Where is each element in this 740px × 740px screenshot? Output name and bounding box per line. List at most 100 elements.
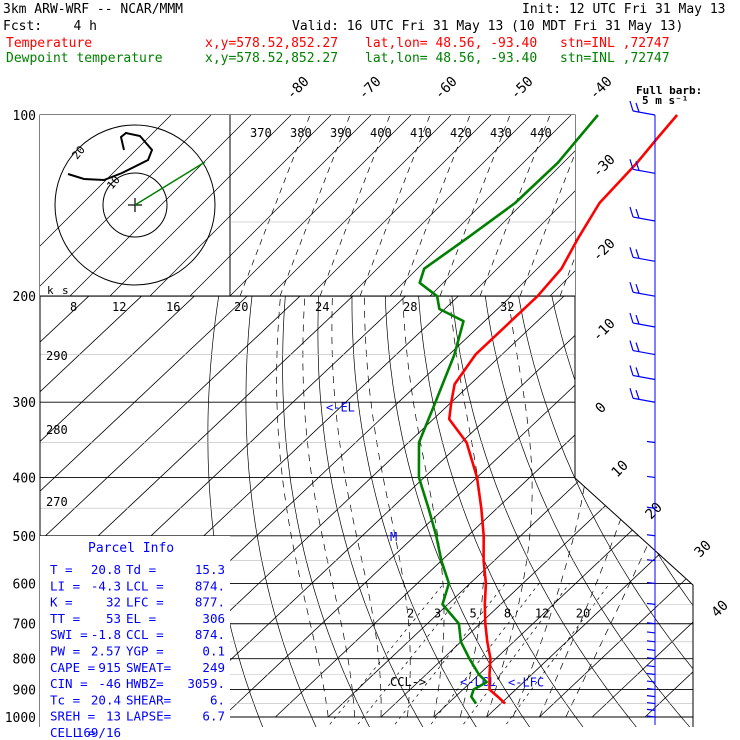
wind-barb-flag	[629, 159, 634, 170]
parcel-value: 874.	[195, 627, 225, 642]
parcel-label: Td =	[126, 562, 156, 577]
mixing-ratio-line	[325, 583, 445, 727]
inset-mixing-label: 8	[70, 300, 77, 314]
wind-barb	[646, 602, 656, 605]
moist-adiabat-line	[302, 296, 355, 718]
dry-adiabat-line	[726, 115, 740, 730]
inset-skew-line	[429, 150, 575, 296]
location-station-temp: stn=INL ,72747	[560, 36, 670, 51]
dry-adiabat-line	[447, 115, 639, 727]
barb-legend-title: Full barb:	[636, 84, 702, 97]
lcl-marker: <-LCL	[460, 675, 496, 689]
inset-theta-label: 370	[250, 126, 272, 140]
model-title: 3km ARW-WRF -- NCAR/MMM	[3, 2, 184, 17]
inset-theta-label: 430	[490, 126, 512, 140]
mixing-ratio-line	[353, 583, 471, 727]
parcel-value: 6.	[210, 692, 225, 707]
inset-skew-line	[269, 115, 452, 296]
valid-time: Valid: 16 UTC Fri 31 May 13 (10 MDT Fri …	[292, 19, 684, 34]
wind-barb	[646, 715, 656, 718]
mixing-ratio-label: 3	[434, 607, 441, 621]
inset-mixing-label: 16	[166, 300, 180, 314]
mixing-ratio-label: 12	[535, 607, 549, 621]
wind-barb-flag	[635, 284, 640, 294]
dry-adiabat-line	[699, 115, 740, 730]
isotherm-label: -60	[432, 74, 461, 103]
mixing-ratio-label: 20	[576, 607, 590, 621]
inset-axis-label-k: k	[47, 284, 54, 297]
wind-barb	[646, 534, 656, 537]
theta-label: 290	[46, 349, 68, 363]
wind-barb-flag	[635, 342, 640, 352]
isotherm-line	[169, 115, 693, 718]
temperature-trace	[447, 114, 679, 705]
inset-skew-line	[670, 115, 740, 296]
parcel-label: HWBZ=	[126, 676, 164, 691]
inset-skew-line	[309, 115, 492, 296]
isotherm-line	[539, 115, 693, 718]
wind-barb-flag	[629, 388, 634, 399]
isotherm-label: -10	[590, 316, 619, 345]
wind-barb-flag	[629, 340, 634, 351]
parcel-label: LFC =	[126, 595, 164, 610]
parcel-value: 877.	[195, 595, 225, 610]
inset-skew-line	[469, 190, 575, 296]
parcel-label: EL =	[126, 611, 156, 626]
isotherm-line	[486, 115, 693, 718]
isotherm-line	[222, 115, 693, 718]
isotherm-label: -80	[284, 74, 313, 103]
dry-adiabat-line	[670, 115, 693, 727]
isotherm-label: 10	[609, 458, 632, 481]
inset-skew-line	[109, 115, 292, 296]
parcel-value: 915	[98, 660, 121, 675]
wind-barb-flag	[635, 102, 640, 113]
pressure-tick-label: 1000	[5, 711, 36, 726]
init-time: Init: 12 UTC Fri 31 May 13	[522, 2, 726, 17]
wind-barb	[632, 349, 656, 356]
parcel-label: YGP =	[126, 644, 164, 659]
parcel-value: -1.8	[91, 627, 121, 642]
parcel-label: SWI =	[50, 627, 88, 642]
dry-adiabat-line	[416, 115, 586, 727]
moist-adiabat-line	[276, 296, 329, 718]
hodograph-ring-inner	[102, 172, 168, 238]
moist-adiabat-line	[486, 296, 533, 718]
isotherm-label: 0	[593, 400, 610, 417]
dry-adiabat-line	[616, 115, 693, 727]
dewpoint-trace	[417, 114, 599, 705]
isotherm-label: -70	[356, 74, 385, 103]
parcel-box-bg	[40, 536, 230, 727]
pressure-tick-label: 700	[13, 618, 36, 633]
wind-barb-flag	[635, 249, 640, 259]
location-latlon-dew: lat,lon= 48.56, -93.40	[365, 51, 538, 66]
inset-mixing-label: 12	[112, 300, 126, 314]
wind-barb-flag	[629, 100, 634, 112]
isotherm-label: -20	[590, 236, 619, 265]
forecast-hour: Fcst: 4 h	[3, 19, 97, 34]
pressure-tick-label: 200	[13, 290, 36, 305]
pressure-tick-label: 300	[13, 396, 36, 411]
mixing-ratio-label: 5	[469, 607, 476, 621]
parcel-value: 13	[106, 709, 121, 724]
dry-adiabat-line	[534, 115, 693, 727]
parcel-value: 169/16	[76, 725, 121, 740]
wind-barb	[632, 291, 656, 297]
dry-adiabat-line	[282, 115, 372, 727]
parcel-value: 3059.	[187, 676, 225, 691]
wind-barb-flag	[629, 312, 634, 324]
wind-barbs: Full barb:5 m s⁻¹	[629, 84, 702, 725]
parcel-value: 6.7	[202, 709, 225, 724]
inset-skew-line	[189, 115, 372, 296]
mixing-ratio-label: 2	[407, 607, 414, 621]
inset-skew-line	[40, 115, 172, 247]
parcel-label: CAPE =	[50, 660, 95, 675]
wind-barb-flag	[635, 367, 640, 377]
wind-barb-flag	[635, 161, 640, 171]
location-station-dew: stn=INL ,72747	[560, 51, 670, 66]
hodograph-ring-outer	[54, 124, 216, 286]
pressure-tick-label: 400	[13, 471, 36, 486]
parcel-label: TT =	[50, 611, 80, 626]
wind-barb	[646, 640, 656, 643]
el-marker: <-EL	[326, 400, 355, 414]
